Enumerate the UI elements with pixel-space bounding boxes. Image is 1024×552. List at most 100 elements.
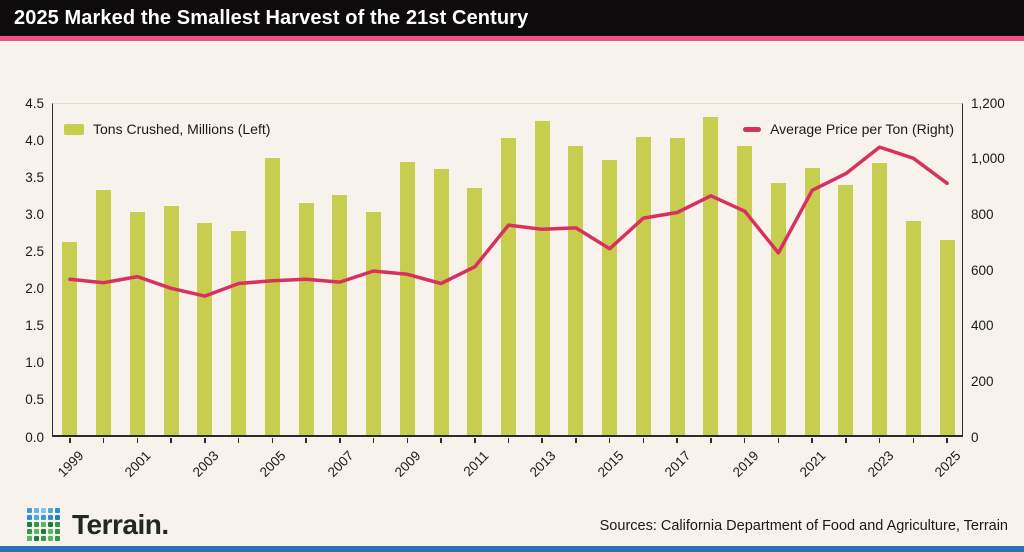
x-tick-2007 bbox=[339, 438, 341, 443]
bar-2025 bbox=[939, 239, 955, 435]
logo-cell bbox=[41, 529, 46, 534]
x-tick-2003 bbox=[204, 438, 206, 443]
bar-2003 bbox=[197, 223, 213, 435]
logo-cell bbox=[34, 522, 39, 527]
x-tick-2009 bbox=[406, 438, 409, 443]
bar-2022 bbox=[838, 184, 854, 435]
logo-cell bbox=[48, 522, 53, 527]
bar-2013 bbox=[534, 121, 550, 435]
bar-2006 bbox=[298, 203, 314, 435]
logo-cell bbox=[41, 515, 46, 520]
x-tick-2002 bbox=[170, 438, 172, 443]
x-label-text: 2023 bbox=[864, 448, 897, 480]
bar-2002 bbox=[163, 206, 179, 435]
bar-2015 bbox=[602, 160, 618, 435]
x-tick-2024 bbox=[912, 438, 915, 443]
x-label-text: 1999 bbox=[54, 448, 87, 480]
x-tick-2006 bbox=[305, 438, 307, 443]
y-axis-right-label: 800 bbox=[971, 206, 994, 222]
logo-cell bbox=[34, 536, 39, 541]
logo-cell bbox=[48, 536, 53, 541]
logo-cell bbox=[34, 508, 39, 513]
y-axis-right-label: 600 bbox=[971, 262, 994, 278]
title-underline bbox=[0, 36, 1024, 41]
x-tick-2019 bbox=[743, 438, 746, 443]
y-axis-left-label: 0.0 bbox=[25, 429, 44, 445]
legend-tons-crushed: Tons Crushed, Millions (Left) bbox=[64, 121, 270, 137]
bar-2007 bbox=[332, 195, 348, 435]
x-tick-2020 bbox=[777, 438, 780, 443]
bar-series-label: Tons Crushed, Millions (Left) bbox=[93, 121, 271, 137]
x-label-text: 2025 bbox=[931, 448, 964, 480]
bar-1999 bbox=[62, 242, 78, 435]
bar-2008 bbox=[366, 212, 382, 435]
y-axis-left-label: 2.5 bbox=[25, 243, 44, 259]
x-tick-2018 bbox=[710, 438, 712, 443]
x-tick-2011 bbox=[474, 438, 476, 443]
bar-2024 bbox=[905, 221, 921, 435]
logo-cell bbox=[41, 536, 46, 541]
legend-average-price: Average Price per Ton (Right) bbox=[743, 121, 954, 137]
y-axis-left-label: 3.5 bbox=[25, 169, 44, 185]
plot-area: 1999 2001 2003 2005 2007 2009 2011 2013 2015 2017… bbox=[52, 103, 964, 480]
x-tick-2001 bbox=[136, 438, 139, 443]
logo-cell bbox=[55, 522, 60, 527]
y-axis-left-label: 0.5 bbox=[25, 392, 44, 408]
x-tick-2012 bbox=[507, 438, 510, 443]
line-series-label: Average Price per Ton (Right) bbox=[770, 121, 954, 137]
bar-2011 bbox=[467, 187, 483, 435]
x-label-text: 2021 bbox=[796, 448, 829, 480]
logo-cell bbox=[27, 515, 32, 520]
x-label-text: 2001 bbox=[122, 448, 154, 480]
logo-cell bbox=[48, 508, 53, 513]
logo-cell bbox=[55, 536, 60, 541]
logo-cell bbox=[55, 529, 60, 534]
sources-text: Sources: California Department of Food a… bbox=[599, 518, 1008, 534]
y-axis-left-label: 1.5 bbox=[25, 318, 44, 334]
bar-2001 bbox=[129, 212, 145, 435]
price-line-svg bbox=[68, 145, 949, 298]
x-label-text: 2005 bbox=[257, 448, 289, 480]
logo-cell bbox=[27, 508, 32, 513]
page-title: 2025 Marked the Smallest Harvest of the … bbox=[14, 6, 529, 29]
logo-cell bbox=[27, 522, 32, 527]
chart-main: 1999 2001 2003 2005 2007 2009 2011 2013 2015 2017… bbox=[0, 41, 1024, 546]
terrain-brand: Terrain. bbox=[27, 503, 169, 546]
bar-2010 bbox=[433, 169, 449, 435]
x-tick-2014 bbox=[575, 438, 577, 443]
bar-2023 bbox=[872, 163, 888, 435]
terrain-logo-icon bbox=[27, 508, 60, 541]
x-tick-2004 bbox=[237, 438, 240, 443]
bar-2009 bbox=[399, 161, 415, 435]
logo-cell bbox=[48, 529, 53, 534]
brand-name: Terrain. bbox=[72, 508, 169, 540]
y-axis-left-label: 4.5 bbox=[25, 95, 44, 111]
logo-cell bbox=[55, 508, 60, 513]
logo-cell bbox=[34, 529, 39, 534]
y-axis-right-label: 400 bbox=[971, 318, 994, 334]
logo-cell bbox=[41, 522, 46, 527]
x-tick-2025 bbox=[946, 438, 948, 443]
logo-cell bbox=[48, 515, 53, 520]
bottom-accent-bar bbox=[0, 546, 1024, 552]
logo-cell bbox=[27, 536, 32, 541]
x-tick-2017 bbox=[676, 438, 678, 443]
x-label-text: 2011 bbox=[460, 448, 492, 480]
bar-2014 bbox=[568, 146, 584, 435]
x-tick-2022 bbox=[845, 438, 847, 443]
x-tick-1999 bbox=[69, 438, 71, 443]
bar-2005 bbox=[264, 158, 280, 435]
x-label-text: 2015 bbox=[594, 448, 627, 480]
y-axis-right-label: 0 bbox=[971, 429, 979, 445]
price-line bbox=[68, 145, 949, 298]
bar-2021 bbox=[804, 167, 820, 435]
y-axis-right-label: 200 bbox=[971, 373, 994, 389]
bar-2000 bbox=[96, 190, 112, 435]
x-label-text: 2009 bbox=[392, 448, 424, 480]
bar-2016 bbox=[635, 136, 651, 435]
logo-cell bbox=[41, 508, 46, 513]
x-tick-2005 bbox=[271, 438, 274, 443]
y-axis-right-label: 1,000 bbox=[971, 151, 1005, 167]
x-label-text: 2019 bbox=[729, 448, 762, 480]
y-axis-left-label: 1.0 bbox=[25, 355, 44, 371]
